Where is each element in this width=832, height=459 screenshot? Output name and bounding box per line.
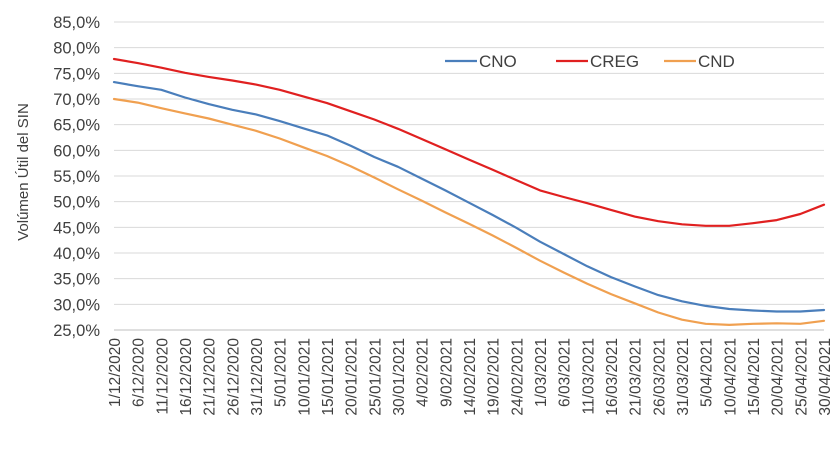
y-tick-label: 45,0% [53, 219, 100, 237]
axis-layer: 25,0% 30,0% 35,0% 40,0% 45,0% 50,0% 55,0% 60,0%… [53, 14, 832, 416]
y-tick-label: 55,0% [53, 168, 100, 186]
y-tick-label: 85,0% [53, 14, 100, 32]
x-tick-label: 15/04/2021 [746, 338, 763, 416]
x-tick-label: 20/04/2021 [770, 338, 787, 416]
x-tick-label: 30/01/2021 [391, 338, 408, 416]
series-layer [112, 57, 826, 326]
x-tick-label: 1/12/2020 [107, 338, 124, 407]
y-tick-label: 60,0% [53, 142, 100, 160]
x-tick-label: 14/02/2021 [462, 338, 479, 416]
x-tick-label: 4/02/2021 [415, 338, 432, 407]
x-tick-label: 21/12/2020 [202, 338, 219, 416]
x-tick-label: 11/12/2020 [154, 338, 171, 415]
x-tick-label: 24/02/2021 [509, 338, 526, 416]
series-line-creg [112, 57, 826, 227]
y-axis-label: Volúmen Útil del SIN [15, 103, 32, 241]
x-tick-label: 25/04/2021 [793, 338, 810, 416]
y-tick-label: 80,0% [53, 40, 100, 58]
x-tick-label: 9/02/2021 [438, 338, 455, 407]
x-tick-label: 21/03/2021 [628, 338, 645, 416]
y-tick-label: 75,0% [53, 65, 100, 83]
x-tick-label: 16/12/2020 [178, 338, 195, 416]
x-tick-label: 10/04/2021 [722, 338, 739, 416]
x-tick-label: 26/12/2020 [225, 338, 242, 416]
x-tick-label: 25/01/2021 [367, 338, 384, 416]
x-tick-label: 31/12/2020 [249, 338, 266, 416]
y-tick-label: 35,0% [53, 271, 100, 289]
x-tick-label: 20/01/2021 [344, 338, 361, 416]
y-tick-label: 65,0% [53, 117, 100, 135]
y-tick-label: 70,0% [53, 91, 100, 109]
x-tick-label: 31/03/2021 [675, 338, 692, 416]
y-tick-label: 50,0% [53, 194, 100, 212]
x-tick-label: 19/02/2021 [486, 338, 503, 416]
x-tick-label: 6/12/2020 [131, 338, 148, 407]
x-tick-label: 30/04/2021 [817, 338, 832, 416]
x-tick-label: 6/03/2021 [557, 338, 574, 407]
series-line-cno [112, 81, 826, 313]
y-tick-label: 40,0% [53, 245, 100, 263]
x-tick-label: 15/01/2021 [320, 338, 337, 416]
x-tick-label: 11/03/2021 [580, 338, 597, 414]
y-tick-label: 30,0% [53, 296, 100, 314]
x-tick-label: 5/04/2021 [699, 338, 716, 407]
legend-label-creg: CREG [590, 52, 639, 71]
legend-label-cnd: CND [698, 52, 735, 71]
legend: CNO CREG CND [445, 52, 735, 71]
x-tick-label: 16/03/2021 [604, 338, 621, 416]
y-tick-label: 25,0% [53, 322, 100, 340]
x-tick-label: 5/01/2021 [273, 338, 290, 407]
x-tick-label: 26/03/2021 [651, 338, 668, 416]
x-tick-label: 1/03/2021 [533, 338, 550, 407]
x-tick-label: 10/01/2021 [296, 338, 313, 416]
series-line-cnd [112, 97, 826, 326]
legend-label-cno: CNO [479, 52, 517, 71]
